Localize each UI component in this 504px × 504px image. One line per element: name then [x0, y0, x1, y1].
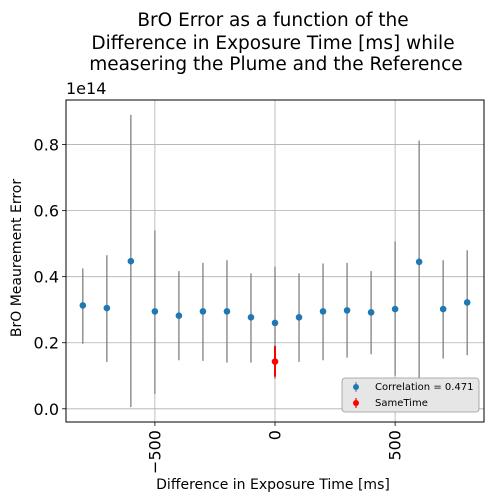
point-s1-10: [319, 308, 327, 315]
x-axis-label: Difference in Exposure Time [ms]: [156, 477, 390, 493]
point-s1-12: [367, 309, 375, 316]
legend-label-series-1: Correlation = 0.471: [375, 382, 474, 393]
x-tick-label-1: 0: [266, 430, 285, 440]
y-axis-label: BrO Meaurement Error: [9, 179, 25, 337]
point-s1-8: [271, 319, 279, 327]
y-tick-label-2: 0.4: [34, 268, 59, 287]
y-offset-text: 1e14: [66, 79, 106, 98]
y-tick-label-0: 0.0: [34, 400, 59, 419]
point-s1-3: [151, 308, 159, 315]
point-s1-11: [343, 307, 351, 314]
chart-title-line-1: BrO Error as a function of the: [137, 10, 408, 31]
data-points: [79, 257, 471, 365]
x-tick-label-2: 500: [386, 430, 405, 461]
point-s1-2: [127, 257, 135, 265]
chart-title-line-3: measering the Plume and the Reference: [83, 54, 462, 75]
point-s1-15: [439, 305, 447, 313]
y-tick-label-4: 0.8: [34, 136, 59, 155]
point-s1-13: [391, 305, 399, 313]
legend-label-series-2: SameTime: [375, 398, 428, 409]
legend-marker-series-1: [353, 384, 359, 390]
point-s2-0: [271, 358, 279, 365]
y-axis-ticks: 0.0 0.2 0.4 0.6 0.8: [34, 136, 66, 419]
legend: Correlation = 0.471 SameTime: [341, 377, 480, 413]
chart-title-line-2: Difference in Exposure Time [ms] while: [91, 33, 454, 54]
legend-box: [341, 377, 480, 413]
point-s1-9: [295, 314, 303, 321]
point-s1-6: [223, 308, 231, 315]
point-s1-1: [103, 304, 111, 312]
point-s1-16: [463, 299, 471, 306]
y-tick-label-1: 0.2: [34, 334, 59, 353]
chart-title: BrO Error as a function of the Differenc…: [83, 10, 462, 75]
y-tick-label-3: 0.6: [34, 202, 59, 221]
point-s1-4: [175, 312, 183, 319]
point-s1-0: [79, 302, 87, 309]
point-s1-5: [199, 308, 207, 315]
point-s1-14: [415, 258, 423, 266]
x-axis-ticks: −500 0 500: [145, 422, 405, 474]
point-s1-7: [247, 314, 255, 321]
x-tick-label-0: −500: [145, 430, 164, 474]
legend-marker-series-2: [353, 400, 359, 406]
